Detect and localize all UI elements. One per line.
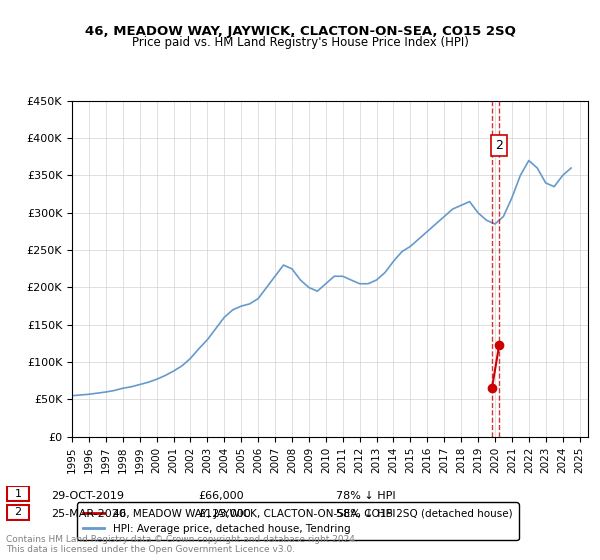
Text: Contains HM Land Registry data © Crown copyright and database right 2024.
This d: Contains HM Land Registry data © Crown c…	[6, 535, 358, 554]
Text: 78% ↓ HPI: 78% ↓ HPI	[336, 491, 395, 501]
Text: 2: 2	[495, 139, 503, 152]
Text: £123,000: £123,000	[198, 509, 251, 519]
Text: 29-OCT-2019: 29-OCT-2019	[51, 491, 124, 501]
Text: 46, MEADOW WAY, JAYWICK, CLACTON-ON-SEA, CO15 2SQ: 46, MEADOW WAY, JAYWICK, CLACTON-ON-SEA,…	[85, 25, 515, 38]
FancyBboxPatch shape	[7, 505, 29, 520]
Legend: 46, MEADOW WAY, JAYWICK, CLACTON-ON-SEA, CO15 2SQ (detached house), HPI: Average: 46, MEADOW WAY, JAYWICK, CLACTON-ON-SEA,…	[77, 502, 518, 540]
Text: 2: 2	[14, 507, 22, 517]
Text: 58% ↓ HPI: 58% ↓ HPI	[336, 509, 395, 519]
FancyBboxPatch shape	[7, 486, 29, 502]
Text: 1: 1	[14, 489, 22, 499]
Text: 25-MAR-2020: 25-MAR-2020	[51, 509, 126, 519]
Text: £66,000: £66,000	[198, 491, 244, 501]
Text: Price paid vs. HM Land Registry's House Price Index (HPI): Price paid vs. HM Land Registry's House …	[131, 36, 469, 49]
